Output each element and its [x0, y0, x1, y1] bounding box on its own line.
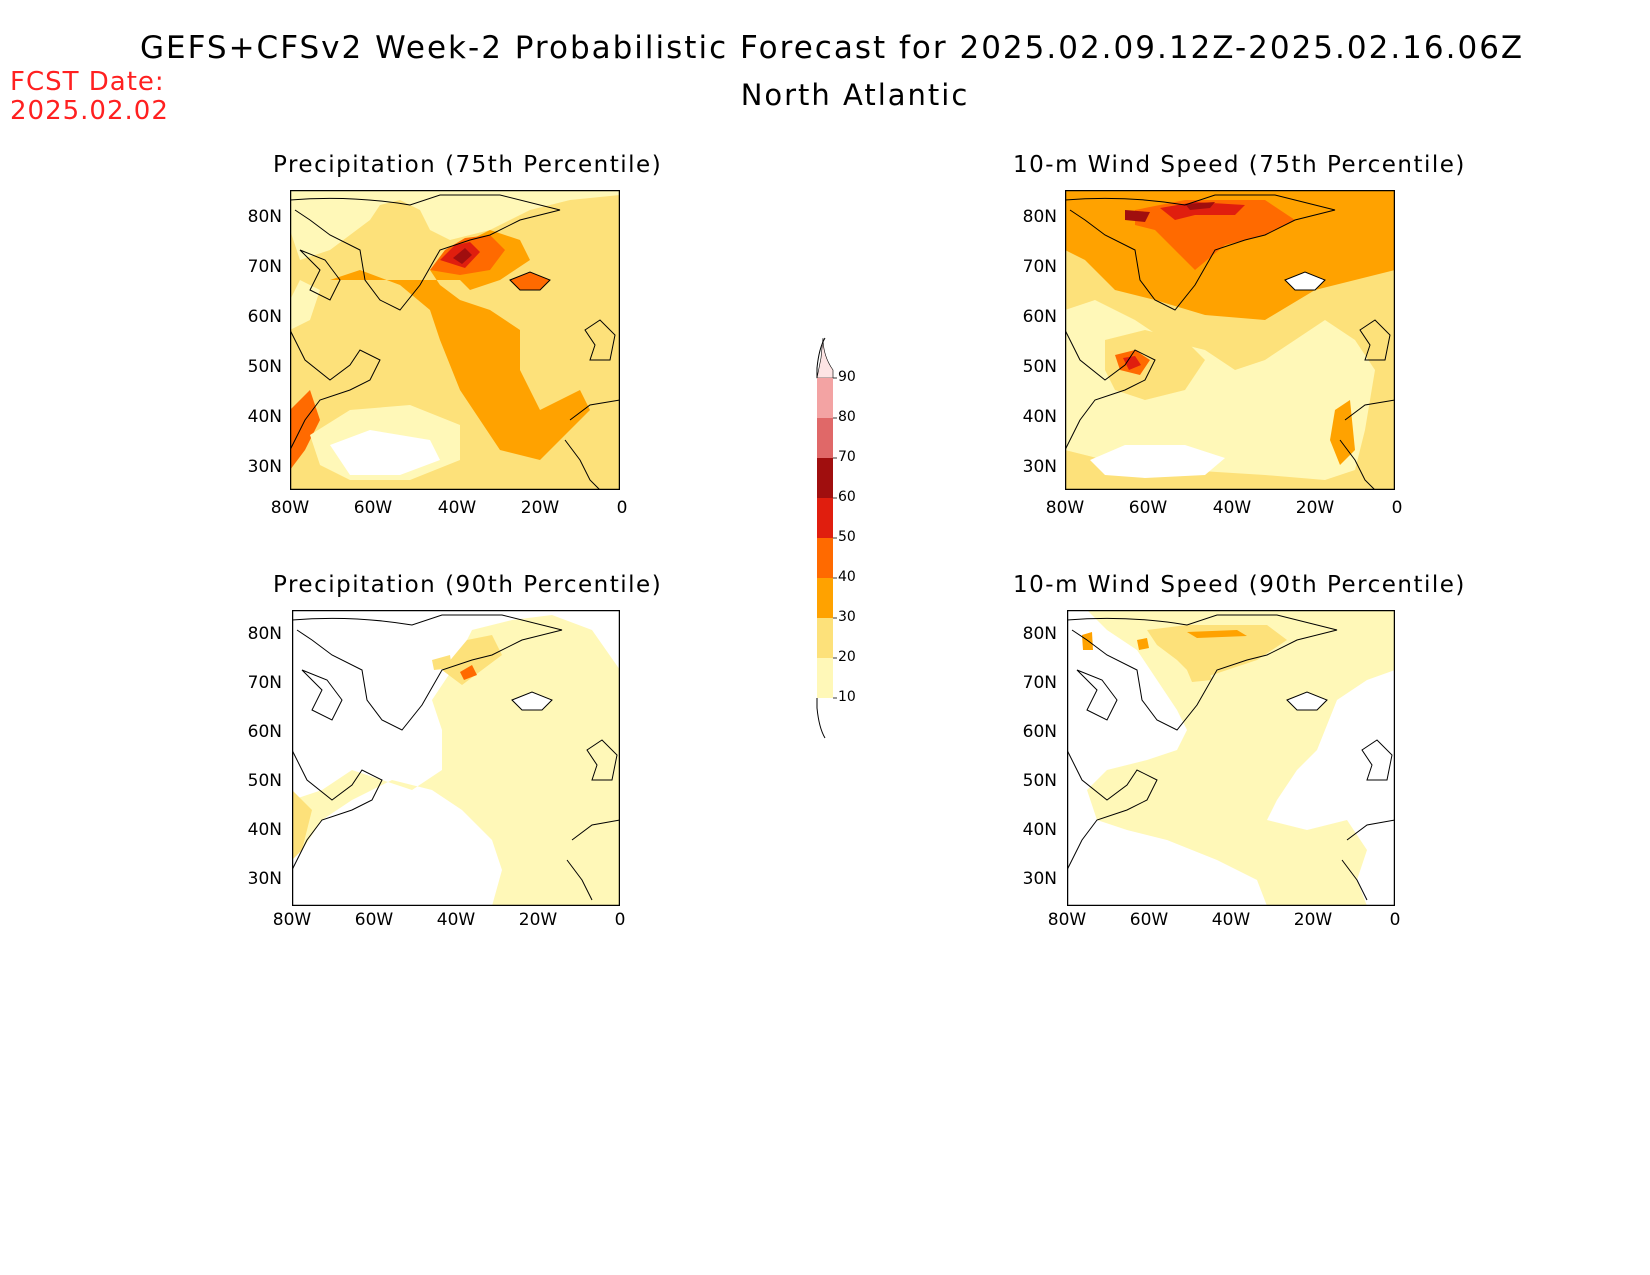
lat-tick-70n: 70N [1022, 257, 1057, 277]
colorbar-box-30 [817, 618, 833, 658]
colorbar-box-90 [817, 378, 833, 418]
colorbar-top-cap [816, 337, 834, 379]
lon-tick-0: 0 [1391, 498, 1403, 518]
lat-tick-70n: 70N [1022, 673, 1057, 693]
lon-tick-0: 0 [1389, 910, 1401, 930]
lat-tick-30n: 30N [1022, 869, 1057, 889]
lon-tick-60w: 60W [1128, 498, 1168, 518]
lon-tick-60w: 60W [354, 910, 394, 930]
lon-tick-80w: 80W [272, 910, 312, 930]
colorbar-box-70 [817, 458, 833, 498]
main-title: GEFS+CFSv2 Week-2 Probabilistic Forecast… [140, 30, 1525, 66]
panel-title-wind-90: 10-m Wind Speed (90th Percentile) [1013, 572, 1466, 598]
lon-tick-20w: 20W [1293, 910, 1333, 930]
lat-tick-50n: 50N [1022, 771, 1057, 791]
lat-tick-40n: 40N [247, 407, 282, 427]
colorbar-box-20 [817, 658, 833, 698]
map-precip-90 [292, 610, 620, 906]
colorbar-top-edge [816, 337, 826, 378]
forecast-date-value: 2025.02.02 [10, 96, 169, 126]
lat-tick-60n: 60N [247, 307, 282, 327]
map-wind-90 [1067, 610, 1395, 906]
lat-tick-60n: 60N [1022, 307, 1057, 327]
lon-tick-0: 0 [616, 498, 628, 518]
lon-tick-60w: 60W [353, 498, 393, 518]
lat-tick-30n: 30N [247, 457, 282, 477]
panel-title-wind-75: 10-m Wind Speed (75th Percentile) [1013, 152, 1466, 178]
colorbar-label-70: 70 [838, 449, 856, 465]
panel-title-precip-90: Precipitation (90th Percentile) [273, 572, 663, 598]
colorbar-label-60: 60 [838, 489, 856, 505]
map-wind-75 [1065, 190, 1395, 490]
lon-tick-0: 0 [614, 910, 626, 930]
lon-tick-20w: 20W [520, 498, 560, 518]
lat-tick-60n: 60N [1022, 722, 1057, 742]
lat-tick-40n: 40N [1022, 407, 1057, 427]
lon-tick-40w: 40W [1211, 910, 1251, 930]
colorbar-label-80: 80 [838, 409, 856, 425]
lat-tick-80n: 80N [247, 207, 282, 227]
lat-tick-70n: 70N [247, 257, 282, 277]
map-precip-75 [290, 190, 620, 490]
lat-tick-80n: 80N [1022, 207, 1057, 227]
colorbar-box-50 [817, 538, 833, 578]
colorbar-box-80 [817, 418, 833, 458]
colorbar-label-30: 30 [838, 609, 856, 625]
lat-tick-30n: 30N [1022, 457, 1057, 477]
region-subtitle: North Atlantic [740, 78, 970, 112]
lat-tick-80n: 80N [247, 624, 282, 644]
colorbar-label-50: 50 [838, 529, 856, 545]
colorbar-label-90: 90 [838, 369, 856, 385]
lat-tick-50n: 50N [247, 357, 282, 377]
panel-title-precip-75: Precipitation (75th Percentile) [273, 152, 663, 178]
lon-tick-80w: 80W [1045, 498, 1085, 518]
lon-tick-60w: 60W [1129, 910, 1169, 930]
lat-tick-40n: 40N [247, 820, 282, 840]
colorbar [816, 337, 837, 739]
colorbar-box-40 [817, 578, 833, 618]
lon-tick-20w: 20W [1295, 498, 1335, 518]
forecast-date-label: FCST Date: [10, 67, 165, 97]
lon-tick-20w: 20W [518, 910, 558, 930]
lon-tick-40w: 40W [437, 498, 477, 518]
colorbar-box-60 [817, 498, 833, 538]
lat-tick-60n: 60N [247, 722, 282, 742]
lon-tick-80w: 80W [270, 498, 310, 518]
lon-tick-40w: 40W [1212, 498, 1252, 518]
colorbar-label-10: 10 [838, 689, 856, 705]
lat-tick-70n: 70N [247, 673, 282, 693]
lat-tick-50n: 50N [247, 771, 282, 791]
lon-tick-40w: 40W [436, 910, 476, 930]
lon-tick-80w: 80W [1047, 910, 1087, 930]
lat-tick-30n: 30N [247, 869, 282, 889]
lat-tick-50n: 50N [1022, 357, 1057, 377]
lat-tick-40n: 40N [1022, 820, 1057, 840]
lat-tick-80n: 80N [1022, 624, 1057, 644]
colorbar-label-20: 20 [838, 649, 856, 665]
colorbar-label-40: 40 [838, 569, 856, 585]
colorbar-bottom-cap [816, 698, 826, 739]
